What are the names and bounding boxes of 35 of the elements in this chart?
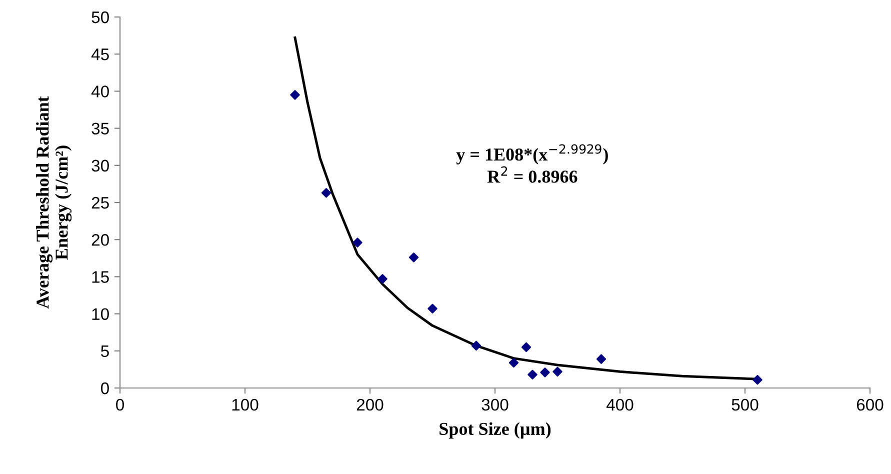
point	[596, 354, 606, 364]
y-tick-label: 10	[92, 308, 109, 320]
point	[540, 368, 550, 378]
point	[752, 374, 762, 385]
point	[471, 340, 482, 351]
y-tick-label: 15	[92, 271, 109, 283]
point	[428, 304, 438, 314]
x-tick-label: 500	[732, 398, 758, 411]
x-tick-label: 300	[482, 398, 508, 411]
x-tick-label: 600	[856, 398, 884, 411]
y-tick-label: 25	[92, 196, 109, 209]
point	[408, 252, 419, 262]
y-tick-label: 5	[100, 345, 109, 358]
y-tick-label: 35	[92, 122, 109, 135]
x-tick-label: 100	[232, 398, 258, 411]
x-axis-title: Spot Size (µm)	[440, 422, 551, 439]
x-tick-label: 0	[116, 398, 124, 411]
y-tick-label: 40	[91, 86, 109, 98]
point	[378, 274, 388, 284]
point	[552, 366, 562, 377]
x-tick-label: 200	[356, 398, 384, 411]
point	[508, 358, 519, 368]
point	[321, 188, 332, 198]
y-tick-label: 50	[92, 11, 109, 24]
x-tick-label: 400	[606, 398, 634, 411]
text: y = 1E08*(x$^{−2.9929}$) R$^{2}$ = 0.8966	[456, 144, 608, 183]
point	[352, 238, 362, 248]
y-tick-label: 0	[100, 382, 109, 394]
y-tick-label: 45	[91, 48, 109, 60]
y-tick-label: 20	[92, 234, 109, 246]
y-tick-label: 30	[92, 160, 109, 172]
point	[521, 342, 532, 352]
point	[528, 370, 538, 380]
y-axis-title: Average Threshold Radiant Energy (J/cm²)	[36, 96, 72, 309]
point	[290, 90, 300, 100]
